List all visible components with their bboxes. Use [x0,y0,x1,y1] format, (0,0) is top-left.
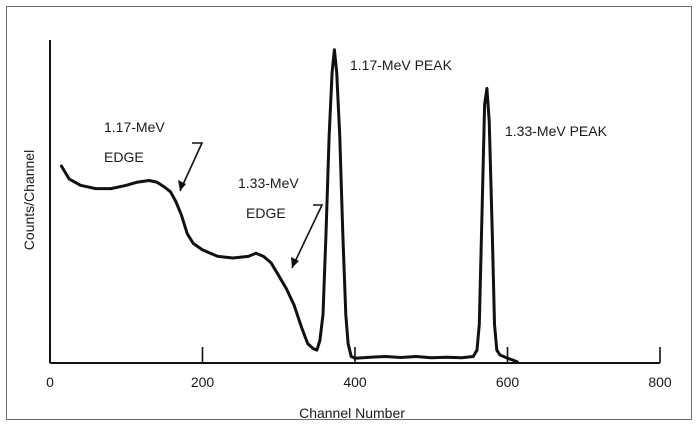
annotation-133-edge-arrowhead [291,257,299,268]
x-tick-label: 0 [46,374,54,390]
x-tick-labels: 0 200 400 600 800 [46,374,672,390]
x-tick-label: 400 [343,374,367,390]
annotation-133-edge-line2: EDGE [246,205,286,221]
x-tick-label: 600 [496,374,520,390]
x-tick-label: 200 [191,374,215,390]
axes [49,40,660,364]
annotation-117-edge-pointer [179,142,204,192]
x-tick-label: 800 [648,374,672,390]
annotation-117-edge-line1: 1.17-MeV [104,119,165,135]
y-axis-label: Counts/Channel [21,150,37,250]
x-ticks [49,347,661,363]
figure-frame [6,6,692,420]
annotation-133-edge-pointer [291,204,324,269]
annotation-117-edge-line2: EDGE [104,149,144,165]
annotation-133-peak: 1.33-MeV PEAK [505,123,608,139]
spectrum-line [59,48,519,364]
annotation-133-edge-line1: 1.33-MeV [238,175,299,191]
annotation-117-peak: 1.17-MeV PEAK [350,57,453,73]
x-axis-label: Channel Number [299,405,405,421]
annotation-117-edge-arrowhead [178,180,186,191]
